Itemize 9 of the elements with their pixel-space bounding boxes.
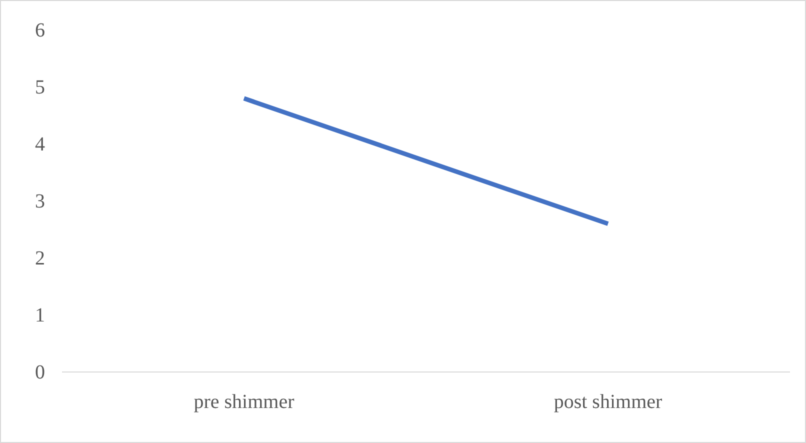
y-tick-label: 1 — [35, 304, 45, 326]
y-tick-label: 5 — [35, 76, 45, 98]
y-tick-label: 3 — [35, 190, 45, 212]
y-tick-label: 6 — [35, 19, 45, 42]
x-tick-label: pre shimmer — [194, 391, 295, 414]
y-tick-label: 0 — [35, 361, 45, 384]
y-tick-label: 2 — [35, 247, 45, 270]
y-tick-label: 4 — [35, 133, 45, 156]
x-tick-label: post shimmer — [554, 391, 662, 414]
